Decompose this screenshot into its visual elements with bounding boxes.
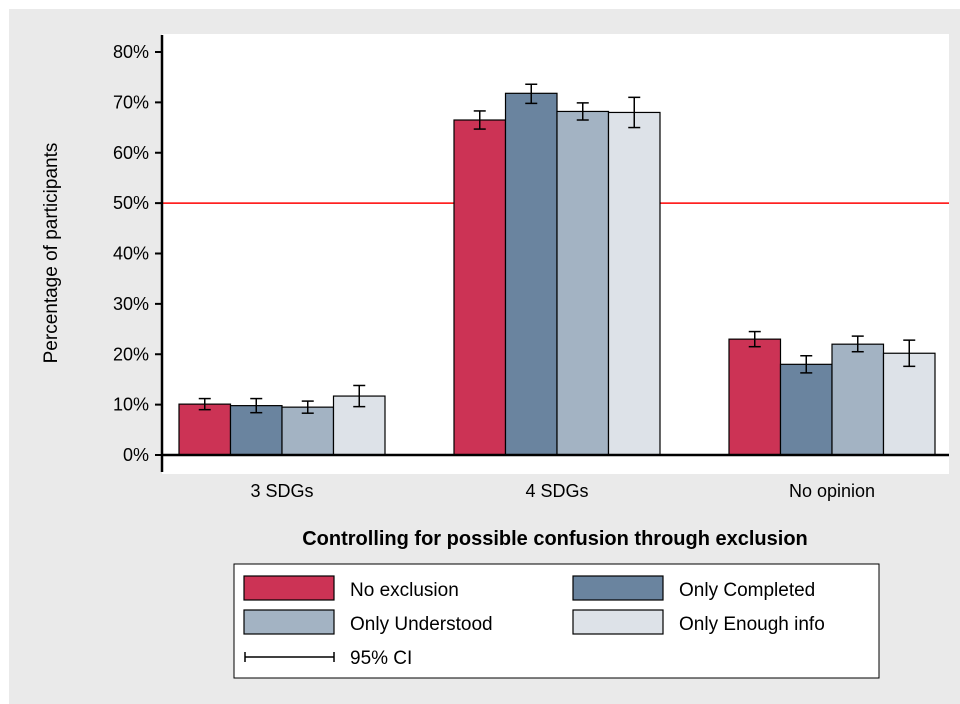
legend-label: Only Understood bbox=[350, 614, 493, 635]
bar bbox=[281, 406, 335, 456]
y-axis-label: Percentage of participants bbox=[41, 143, 62, 364]
legend-box bbox=[233, 563, 880, 679]
y-tick-label: 70% bbox=[113, 92, 149, 112]
y-tick-label: 10% bbox=[113, 395, 149, 415]
legend-ci-label: 95% CI bbox=[350, 648, 412, 669]
x-tick-label: 3 SDGs bbox=[250, 481, 313, 501]
bar bbox=[178, 403, 232, 456]
bar bbox=[882, 352, 936, 456]
legend-label: No exclusion bbox=[350, 580, 459, 601]
legend-swatch bbox=[243, 575, 335, 601]
bar bbox=[728, 338, 782, 456]
bar bbox=[504, 92, 558, 456]
bar bbox=[779, 363, 833, 456]
bar bbox=[607, 111, 661, 456]
x-tick-label: 4 SDGs bbox=[525, 481, 588, 501]
y-tick-label: 20% bbox=[113, 344, 149, 364]
legend-label: Only Completed bbox=[679, 580, 815, 601]
bar bbox=[453, 119, 507, 456]
bar bbox=[831, 343, 885, 456]
legend-label: Only Enough info bbox=[679, 614, 825, 635]
y-tick-label: 80% bbox=[113, 42, 149, 62]
bar bbox=[556, 110, 610, 456]
y-tick-label: 50% bbox=[113, 193, 149, 213]
y-tick-label: 40% bbox=[113, 244, 149, 264]
x-axis-label: Controlling for possible confusion throu… bbox=[302, 528, 808, 550]
y-tick-label: 0% bbox=[123, 445, 149, 465]
x-tick-label: No opinion bbox=[789, 481, 875, 501]
legend-swatch bbox=[243, 609, 335, 635]
legend-swatch bbox=[572, 575, 664, 601]
y-tick-label: 30% bbox=[113, 294, 149, 314]
legend-swatch bbox=[572, 609, 664, 635]
y-tick-label: 60% bbox=[113, 143, 149, 163]
